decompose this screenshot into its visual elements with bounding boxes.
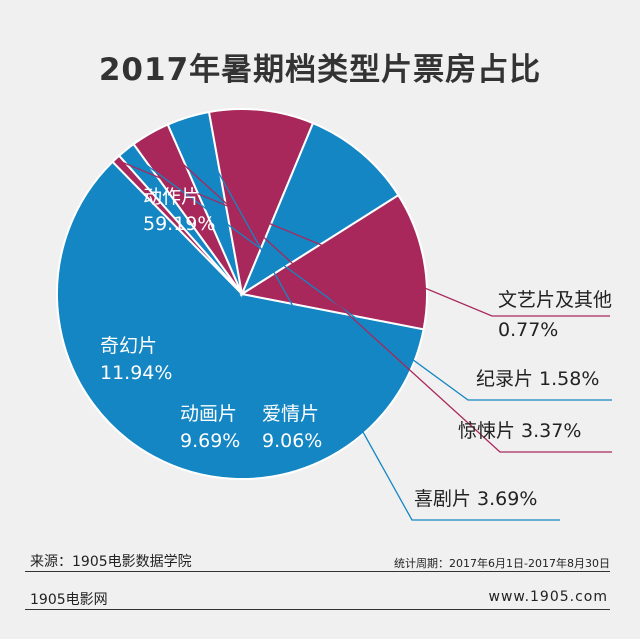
site-url-link[interactable]: www.1905.com [488, 589, 608, 605]
slice-name-label: 爱情片 [262, 403, 319, 425]
leader-line [127, 150, 612, 401]
slice-name-label: 文艺片及其他 [498, 289, 612, 311]
slice-value-label: 11.94% [100, 362, 172, 384]
slice-value-label: 9.06% [262, 430, 322, 452]
pie-slice [239, 121, 400, 297]
pie-slice [56, 160, 425, 480]
slice-value-label: 9.69% [180, 430, 240, 452]
source-text: 来源：1905电影数据学院 [30, 554, 192, 570]
leader-line [116, 159, 610, 317]
slice-value-label: 0.77% [498, 319, 558, 341]
slice-value-label: 59.19% [143, 213, 215, 235]
slice-label: 纪录片 1.58% [476, 368, 599, 390]
divider-line [25, 571, 610, 572]
leader-lines [116, 118, 612, 521]
slice-name-label: 动画片 [180, 403, 237, 425]
pie-chart: 动作片 59.19% 文艺片及其他 0.77% 纪录片 1.58% 惊悚片 3.37% 喜剧… [56, 108, 612, 521]
divider-line-2 [25, 609, 610, 610]
period-text: 统计周期：2017年6月1日-2017年8月30日 [394, 557, 610, 570]
slice-labels: 动作片 59.19% 文艺片及其他 0.77% 纪录片 1.58% 惊悚片 3.37% 喜剧… [100, 186, 612, 510]
pie-slice [239, 193, 428, 331]
slice-label: 惊悚片 3.37% [458, 420, 581, 442]
slice-label: 喜剧片 3.69% [414, 488, 537, 510]
slice-name-label: 奇幻片 [100, 335, 157, 357]
leader-line [188, 118, 560, 521]
slice-name-label: 动作片 [143, 186, 200, 208]
brand-text: 1905电影网 [30, 592, 108, 608]
pie-slice [207, 108, 315, 298]
chart-title: 2017年暑期档类型片票房占比 [98, 52, 542, 88]
pie-slices [56, 108, 428, 480]
leader-line [150, 134, 612, 453]
